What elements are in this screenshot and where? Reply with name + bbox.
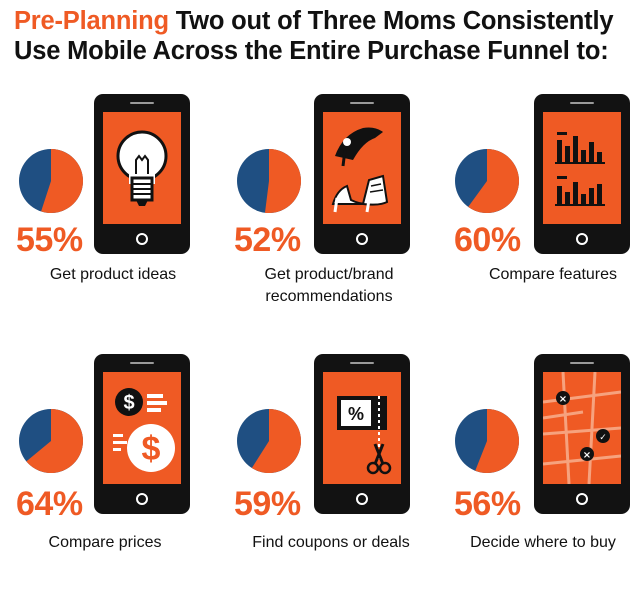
- home-button: [136, 493, 148, 505]
- svg-text:$: $: [142, 430, 161, 468]
- pie-value-slice: [251, 409, 301, 473]
- caption-line: Decide where to buy: [470, 534, 616, 551]
- phone-screen: $ $: [103, 372, 181, 484]
- percent-value: 52%: [234, 221, 301, 259]
- stat-caption: Get product/brand recommendations: [224, 264, 434, 308]
- stat-caption: Find coupons or deals: [226, 532, 436, 554]
- caption-line: Get product/brand: [264, 266, 394, 283]
- caption-line: Find coupons or deals: [252, 534, 410, 551]
- phone-icon: [94, 94, 190, 254]
- svg-text:✓: ✓: [599, 433, 607, 443]
- phone-speaker: [350, 362, 374, 364]
- pie-chart: [455, 149, 519, 213]
- pie-value-slice: [41, 149, 84, 213]
- phone-speaker: [350, 102, 374, 104]
- pie-chart: [237, 149, 301, 213]
- phone-speaker: [570, 362, 594, 364]
- map-pins-icon: × ✓ ×: [543, 372, 621, 484]
- svg-text:$: $: [123, 392, 134, 414]
- stat-card-product-ideas: 55% Get product ideas: [12, 92, 222, 342]
- pie-value-slice: [468, 149, 519, 213]
- stat-card-recommendations: 52% Get product/brand recommendations: [228, 92, 438, 342]
- home-button: [576, 493, 588, 505]
- stat-card-compare-prices: $ $ 64% Compare prices: [12, 352, 222, 602]
- phone-icon: $ $: [94, 354, 190, 514]
- coupon-scissors-icon: %: [337, 396, 392, 475]
- home-button: [356, 233, 368, 245]
- page-title: Pre-Planning Two out of Three Moms Consi…: [14, 6, 634, 66]
- caption-line: Compare prices: [48, 534, 162, 551]
- pie-chart: [19, 149, 84, 213]
- pie-value-slice: [26, 409, 84, 473]
- bar-charts-icon: [555, 132, 605, 206]
- caption-line: Compare features: [488, 266, 618, 283]
- pie-value-slice: [475, 409, 519, 473]
- phone-icon: [314, 94, 410, 254]
- home-button: [136, 233, 148, 245]
- svg-text:×: ×: [583, 450, 591, 461]
- stat-card-compare-features: 60% Compare features: [446, 92, 638, 342]
- home-button: [356, 493, 368, 505]
- svg-text:%: %: [348, 404, 364, 424]
- title-text: Two out of Three Moms Consistently Use M…: [14, 7, 614, 65]
- phone-screen: × ✓ ×: [543, 372, 621, 484]
- phone-speaker: [570, 102, 594, 104]
- percent-value: 60%: [454, 221, 521, 259]
- phone-speaker: [130, 102, 154, 104]
- percent-value: 56%: [454, 485, 521, 523]
- phone-icon: [534, 94, 630, 254]
- stat-caption: Compare features: [448, 264, 638, 286]
- stat-card-where-to-buy: × ✓ × 56% Decide where to buy: [446, 352, 638, 602]
- pie-chart: [455, 409, 519, 473]
- phone-speaker: [130, 362, 154, 364]
- percent-value: 59%: [234, 485, 301, 523]
- stat-caption: Compare prices: [0, 532, 210, 554]
- pie-chart: [19, 409, 84, 473]
- phone-screen: %: [323, 372, 401, 484]
- caption-line: Get product ideas: [49, 266, 177, 283]
- home-button: [576, 233, 588, 245]
- high-heels-icon: [331, 127, 389, 213]
- pie-value-slice: [264, 149, 301, 213]
- phone-icon: × ✓ ×: [534, 354, 630, 514]
- phone-screen: [543, 112, 621, 224]
- title-accent: Pre-Planning: [14, 7, 169, 35]
- percent-value: 55%: [16, 221, 83, 259]
- phone-screen: [323, 112, 401, 224]
- svg-text:×: ×: [559, 394, 567, 405]
- phone-icon: %: [314, 354, 410, 514]
- light-bulb-icon: [116, 130, 168, 206]
- dollar-coins-icon: $ $: [113, 388, 175, 472]
- percent-value: 64%: [16, 485, 83, 523]
- pie-chart: [237, 409, 301, 473]
- caption-line: recommendations: [265, 288, 393, 305]
- phone-screen: [103, 112, 181, 224]
- stat-caption: Decide where to buy: [438, 532, 638, 554]
- stat-caption: Get product ideas: [8, 264, 218, 286]
- stat-card-coupons: % 59% Find coupons or deals: [228, 352, 438, 602]
